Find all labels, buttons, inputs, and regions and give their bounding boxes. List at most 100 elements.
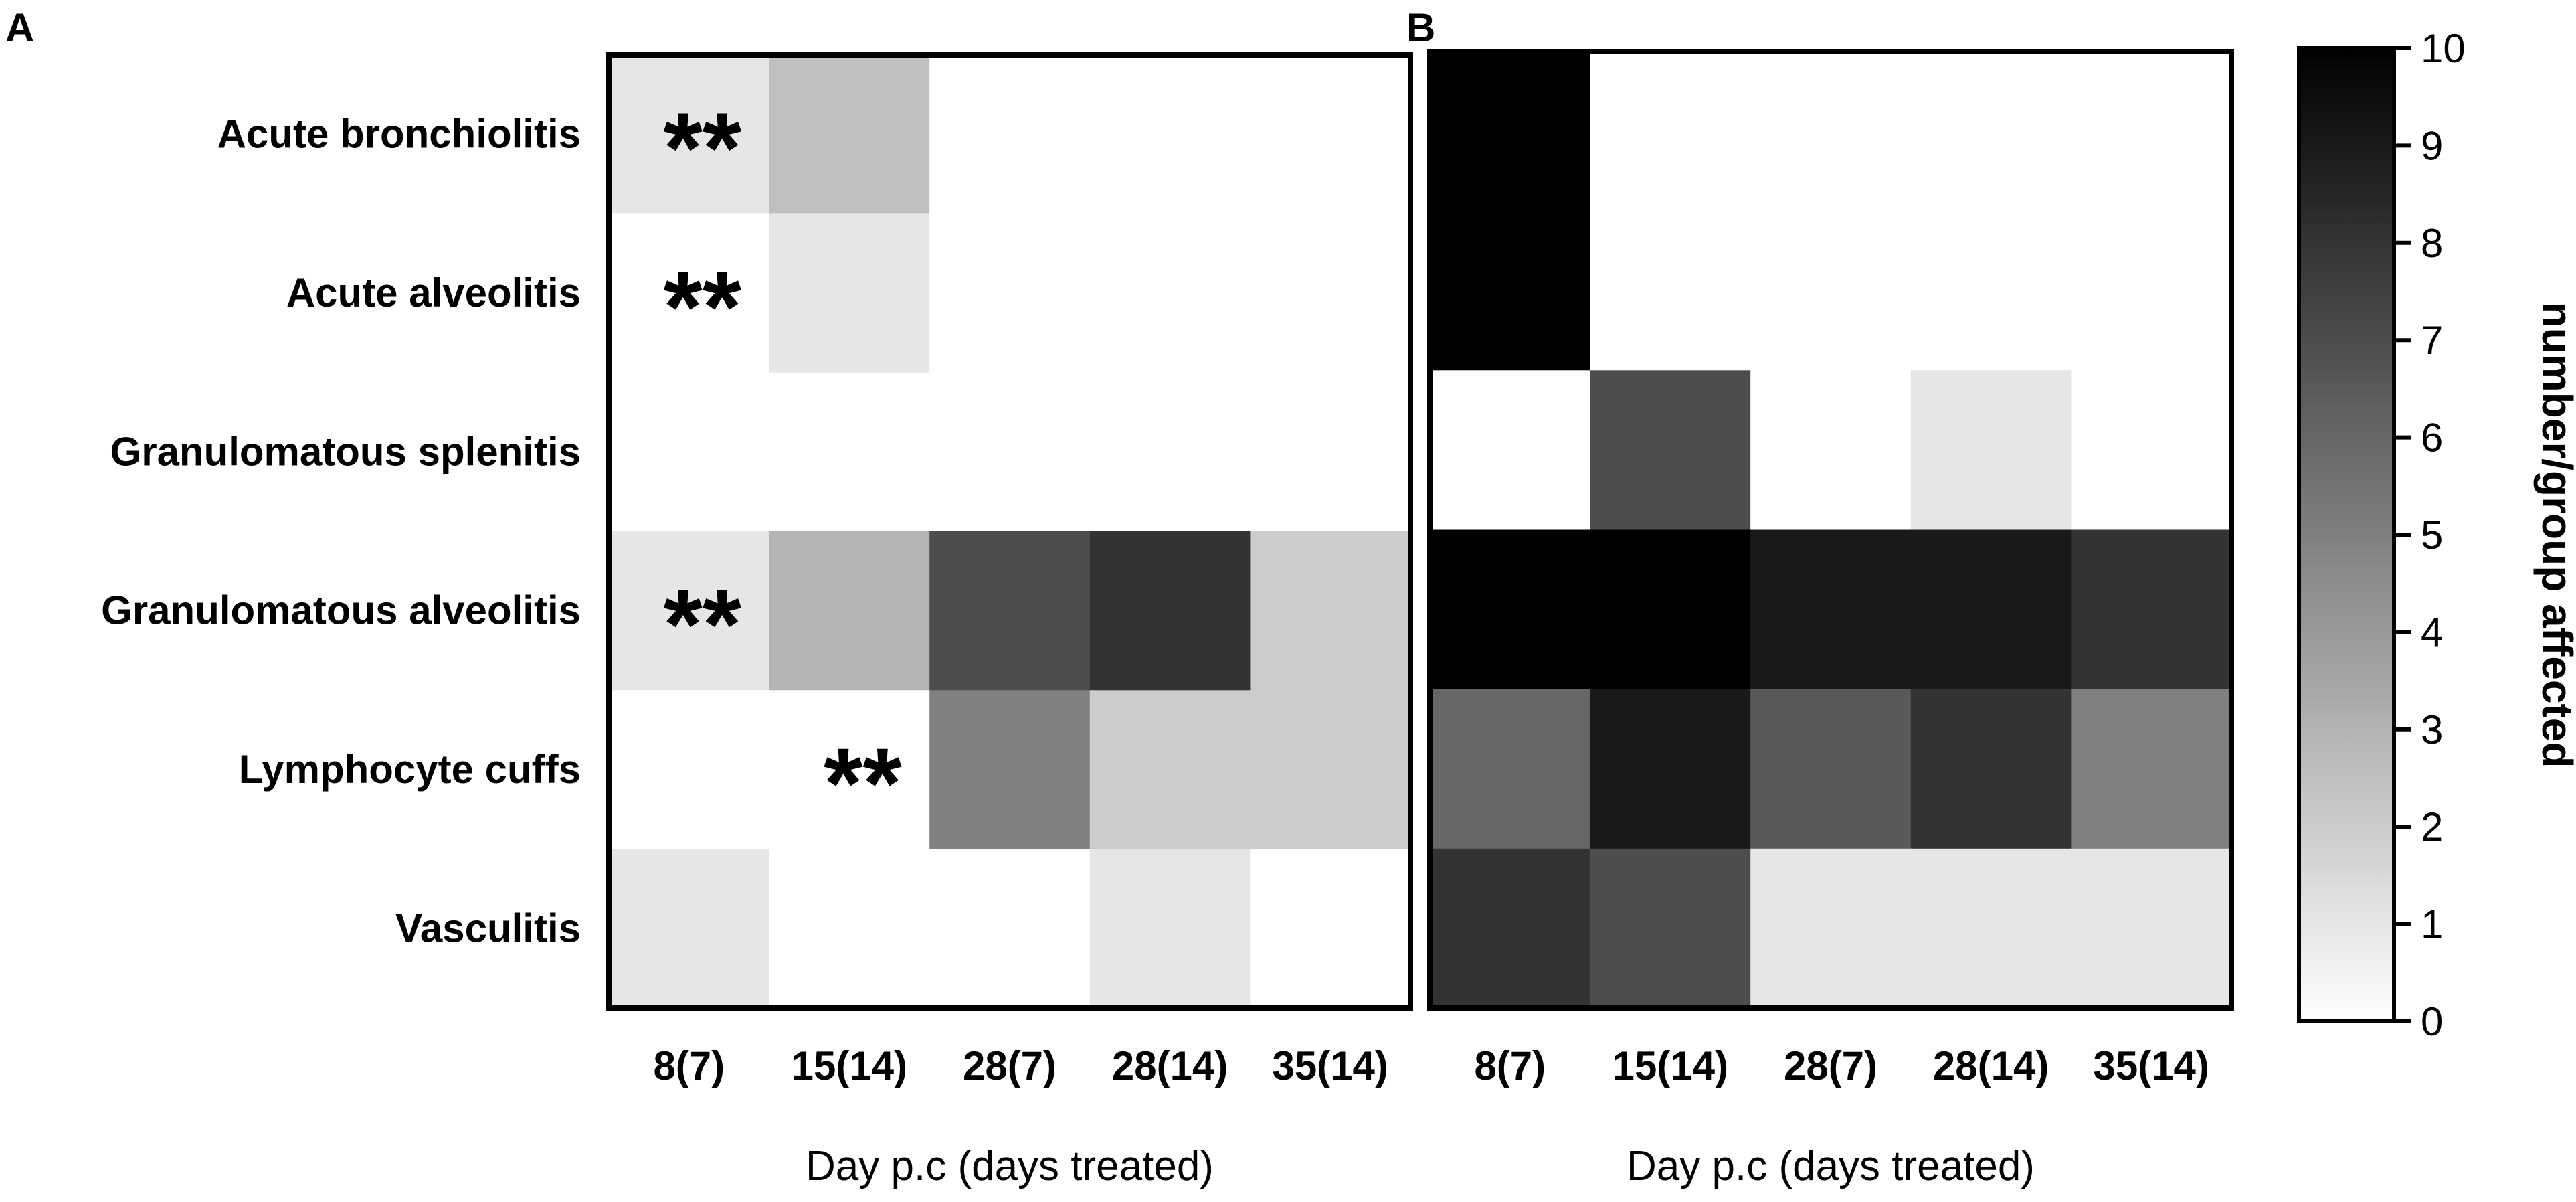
panel-b-cell-r3-c4 [2071,529,2232,690]
panel-a-cell-r0-c1 [769,55,930,214]
panel-b-cell-r3-c0 [1430,529,1591,690]
panel-a-cell-r1-c4 [1250,213,1411,373]
panel-b-cell-r2-c0 [1430,370,1591,531]
panel-a-x-tick-1: 15(14) [792,1043,907,1088]
panel-b-cell-r4-c3 [1910,689,2072,849]
panel-b-cell-r3-c1 [1590,529,1751,690]
significance-marker-2: ** [663,568,741,681]
colorbar-tick-label-4: 4 [2421,610,2443,655]
panel-b-frame [1427,49,2234,1011]
colorbar-tick-label-10: 10 [2421,26,2466,71]
panel-b-cell-r5-c1 [1590,848,1751,1009]
panel-a-cell-r4-c3 [1089,690,1251,850]
panel-a-cell-r4-c1 [769,690,930,850]
panel-b-cell-r1-c0 [1430,211,1591,371]
panel-b-cell-r0-c0 [1430,52,1591,211]
panel-b-cell-r1-c3 [1910,211,2072,371]
colorbar-ticks: 0 1 2 3 4 5 6 7 8 9 10 [2394,26,2466,1044]
colorbar-tick-label-2: 2 [2421,804,2443,849]
panel-a-cell-r3-c1 [769,531,930,691]
panel-a-cell-r2-c1 [769,372,930,532]
panel-a-cell-r0-c3 [1089,55,1251,214]
panel-b-x-tick-2: 28(7) [1784,1043,1877,1088]
panel-a-cell-r5-c4 [1250,849,1411,1009]
panel-a-cell-r1-c0 [609,213,770,373]
panel-b-cell-r4-c2 [1750,689,1912,849]
panel-a-x-tick-2: 28(7) [963,1043,1056,1088]
panel-a-cell-r1-c3 [1089,213,1251,373]
panel-a-x-axis-title: Day p.c (days treated) [806,1143,1214,1189]
significance-marker-0: ** [663,92,741,204]
panel-b-x-tick-3: 28(14) [1933,1043,2049,1088]
panel-a-row-label-5: Vasculitis [395,906,581,950]
panel-b-cell-r2-c1 [1590,370,1751,531]
panel-b-cell-r0-c2 [1750,52,1912,211]
panel-a-cell-r3-c2 [929,531,1091,691]
panel-a-cell-r2-c3 [1089,372,1251,532]
panel-a-x-tick-0: 8(7) [653,1043,725,1088]
panel-a-x-tick-labels: 8(7) 15(14) 28(7) 28(14) 35(14) [653,1043,1388,1088]
panel-a-cell-r4-c4 [1250,690,1411,850]
panel-b-cell-r2-c3 [1910,370,2072,531]
panel-b-cell-r1-c4 [2071,211,2232,371]
panel-a-x-tick-4: 35(14) [1272,1043,1388,1088]
panel-a-cell-r2-c2 [929,372,1091,532]
panel-b-cells [1430,52,2232,1009]
panel-a-row-label-4: Lymphocyte cuffs [239,747,581,792]
panel-b-cell-r0-c4 [2071,52,2232,211]
panel-b-cell-r0-c1 [1590,52,1751,211]
panel-a-cells [609,55,1411,1009]
panel-b-cell-r1-c1 [1590,211,1751,371]
colorbar-tick-label-5: 5 [2421,513,2443,557]
panel-a-cell-r3-c3 [1089,531,1251,691]
panel-a-cell-r2-c0 [609,372,770,532]
panel-a-cell-r4-c0 [609,690,770,850]
panel-b-cell-r4-c4 [2071,689,2232,849]
panel-b-cell-r5-c2 [1750,848,1912,1009]
colorbar-tick-label-1: 1 [2421,902,2443,947]
panel-a-cell-r1-c2 [929,213,1091,373]
panel-a-row-label-1: Acute alveolitis [286,270,581,315]
panel-b-cell-r2-c2 [1750,370,1912,531]
panel-b-cell-r5-c4 [2071,848,2232,1009]
colorbar-tick-label-9: 9 [2421,123,2443,168]
significance-marker-3: ** [824,727,902,839]
panel-a-cell-r0-c4 [1250,55,1411,214]
panel-a-row-labels: Acute bronchiolitis Acute alveolitis Granu… [101,112,581,951]
panel-b-cell-r5-c3 [1910,848,2072,1009]
panel-b-letter: B [1406,5,1435,50]
panel-a-cell-r4-c2 [929,690,1091,850]
colorbar-tick-label-0: 0 [2421,999,2443,1044]
panel-b-cell-r5-c0 [1430,848,1591,1009]
panel-a-cell-r3-c0 [609,531,770,691]
colorbar-tick-label-7: 7 [2421,318,2443,363]
colorbar-label: number/group affected [2533,302,2576,768]
panel-a-row-label-0: Acute bronchiolitis [217,112,581,157]
panel-b-x-tick-4: 35(14) [2093,1043,2209,1088]
significance-marker-1: ** [663,250,741,363]
panel-a-cell-r5-c0 [609,849,770,1009]
panel-a-letter: A [5,5,34,50]
panel-b-cell-r1-c2 [1750,211,1912,371]
panel-a-row-label-2: Granulomatous splenitis [110,429,581,474]
panel-b-x-tick-1: 15(14) [1613,1043,1728,1088]
colorbar [2297,46,2396,1023]
colorbar-tick-label-6: 6 [2421,416,2443,460]
panel-b-x-tick-labels: 8(7) 15(14) 28(7) 28(14) 35(14) [1474,1043,2209,1088]
panel-a-cell-r0-c2 [929,55,1091,214]
panel-b-cell-r4-c0 [1430,689,1591,849]
colorbar-tick-label-8: 8 [2421,221,2443,266]
panel-a-x-tick-3: 28(14) [1112,1043,1228,1088]
panel-a-cell-r5-c3 [1089,849,1251,1009]
panel-a-cell-r3-c4 [1250,531,1411,691]
panel-a-frame [606,52,1413,1011]
panel-b-cell-r2-c4 [2071,370,2232,531]
panel-a-row-label-3: Granulomatous alveolitis [101,588,581,633]
panel-b-cell-r0-c3 [1910,52,2072,211]
panel-b-x-tick-0: 8(7) [1474,1043,1546,1088]
panel-a-cell-r0-c0 [609,55,770,214]
panel-a-cell-r2-c4 [1250,372,1411,532]
panel-b-cell-r4-c1 [1590,689,1751,849]
panel-a-cell-r5-c1 [769,849,930,1009]
